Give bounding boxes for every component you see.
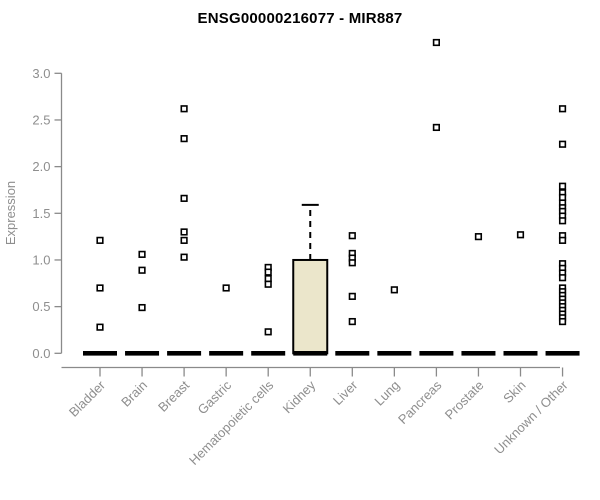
outlier-point [390, 286, 398, 294]
y-tick-label: 2.5 [32, 112, 50, 127]
outlier-point [348, 317, 356, 326]
outlier-point [558, 274, 567, 282]
y-tick-label: 2.0 [32, 159, 50, 174]
y-tick-label: 3.0 [32, 66, 50, 81]
outlier-point [96, 323, 104, 331]
outlier-point [180, 236, 188, 244]
y-tick-label: 0.0 [32, 346, 50, 361]
median-bar [83, 351, 117, 356]
x-axis-category-label: Kidney [280, 377, 319, 416]
outlier-point [474, 233, 483, 241]
outlier-point [180, 253, 188, 261]
outlier-point [180, 135, 188, 143]
median-bar [335, 351, 370, 356]
box [292, 258, 329, 355]
x-axis-category-label: Lung [371, 378, 402, 409]
outlier-point [558, 217, 567, 225]
outlier-point [180, 228, 188, 236]
outlier-point [264, 280, 272, 288]
y-tick-label: 0.5 [32, 299, 50, 314]
outlier-point [558, 182, 567, 190]
median-bar [461, 351, 496, 356]
outlier-point [180, 194, 188, 202]
y-axis-title: Expression [3, 181, 18, 245]
y-tick-label: 1.0 [32, 252, 50, 267]
chart-title: ENSG00000216077 - MIR887 [197, 10, 403, 27]
median-bar [209, 351, 244, 356]
outlier-point [558, 236, 567, 244]
median-bar [251, 351, 286, 356]
median-bar [503, 351, 538, 356]
outlier-point [264, 328, 272, 336]
median-bar [377, 351, 412, 356]
y-tick-label: 1.5 [32, 206, 50, 221]
x-axis-category-label: Liver [330, 377, 361, 408]
median-bar [545, 351, 580, 356]
outlier-point [432, 38, 441, 47]
outlier-point [558, 317, 567, 326]
x-axis-category-label: Skin [500, 378, 528, 406]
outlier-point [558, 140, 567, 148]
x-axis-category-label: Breast [155, 377, 192, 414]
median-bar [167, 351, 202, 356]
outlier-point [96, 284, 104, 292]
outlier-point [558, 193, 567, 202]
x-axis-category-label: Pancreas [395, 377, 445, 427]
outlier-point [264, 275, 272, 283]
outlier-point [432, 123, 441, 132]
outlier-point [264, 268, 272, 276]
outlier-point [222, 284, 230, 292]
outlier-point [348, 232, 356, 240]
median-bar [125, 351, 160, 356]
x-axis-category-label: Unknown / Other [491, 377, 571, 457]
outlier-point [516, 231, 525, 239]
median-bar [293, 351, 328, 356]
outlier-point [138, 250, 146, 258]
x-axis-category-label: Brain [118, 378, 150, 410]
outlier-point [138, 303, 146, 312]
x-axis-category-label: Prostate [442, 378, 487, 423]
x-axis-category-label: Gastric [195, 377, 235, 417]
outlier-point [138, 266, 146, 274]
outlier-point [348, 292, 356, 300]
x-axis-category-label: Bladder [66, 377, 109, 420]
outlier-point [558, 105, 567, 113]
outlier-point [96, 236, 104, 244]
outlier-point [348, 259, 356, 267]
outlier-point [180, 105, 188, 113]
median-bar [419, 351, 454, 356]
